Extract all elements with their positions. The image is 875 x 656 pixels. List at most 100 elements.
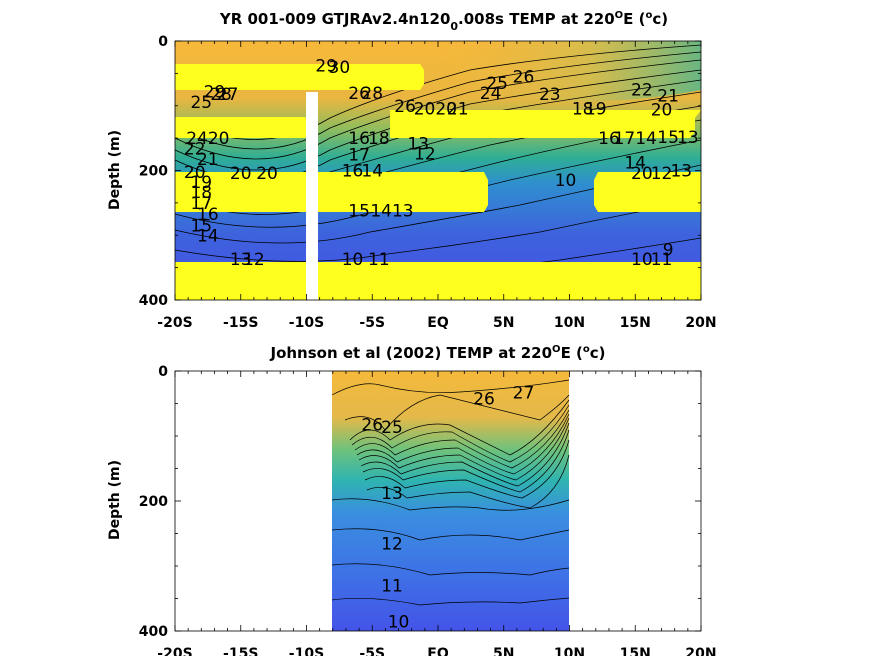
contour-label: 21: [657, 86, 679, 106]
contour-label: 13: [230, 250, 252, 270]
x-tick-label: 20N: [685, 646, 716, 656]
contour-label: 14: [361, 162, 383, 182]
x-tick-label: -15S: [223, 315, 258, 331]
contour-label: 10: [555, 171, 577, 191]
y-tick-label: 400: [139, 624, 168, 640]
contour-label: 14: [624, 154, 646, 174]
plot1-ylabel: Depth (m): [107, 130, 123, 210]
contour-label: 22: [631, 81, 653, 101]
contour-label: 13: [381, 484, 403, 504]
x-tick-label: -10S: [289, 646, 324, 656]
contour-label: 9: [663, 240, 674, 260]
contour-label: 15: [657, 128, 679, 148]
contour-label: 10: [388, 612, 410, 632]
contour-label: 18: [190, 183, 212, 203]
contour-label: 19: [585, 99, 607, 119]
contour-label: 13: [670, 162, 692, 182]
contour-label: 20: [631, 164, 653, 184]
contour-label: 26: [473, 389, 495, 409]
contour-label: 20: [651, 101, 673, 121]
x-tick-label: -20S: [157, 315, 192, 331]
contour-label: 19: [190, 173, 212, 193]
plot1-title: YR 001-009 GTJRAv2.4n1200.008s TEMP at 2…: [219, 10, 668, 33]
contour-label: 25: [486, 74, 508, 94]
x-tick-label: 20N: [685, 315, 716, 331]
contour-label: 1413: [370, 202, 413, 222]
x-tick-label: -15S: [223, 646, 258, 656]
x-tick-label: EQ: [427, 315, 449, 331]
contour-label: 2420: [186, 129, 229, 149]
x-tick-label: 15N: [620, 315, 651, 331]
contour-label: 12: [381, 534, 403, 554]
contour-label: 21: [447, 99, 469, 119]
contour-label: 24: [480, 84, 502, 104]
contour-label: 29: [315, 57, 337, 77]
contour-label: 16: [598, 129, 620, 149]
x-tick-label: EQ: [427, 646, 449, 656]
plot1-mask-bands: [175, 64, 701, 300]
contour-label: 12: [651, 164, 673, 184]
contour-label: 20: [230, 164, 252, 184]
plot2-field: [332, 371, 569, 631]
plot1-warm-tongue: [420, 41, 701, 102]
x-tick-label: 10N: [554, 315, 585, 331]
contour-label: 12: [414, 145, 436, 165]
contour-label: 26: [348, 84, 370, 104]
contour-label: 15: [190, 217, 212, 237]
plot2-ylabel: Depth (m): [107, 460, 123, 540]
contour-label: 13: [677, 128, 699, 148]
contour-label: 2020: [414, 99, 457, 119]
contour-label: 16: [197, 205, 219, 225]
contour-label: 17: [348, 145, 370, 165]
x-tick-label: -10S: [289, 315, 324, 331]
plot2-ticks: -20S -15S -10S -5S EQ 5N 10N 15N 20N 0 200 400: [139, 364, 717, 656]
contour-label: 14: [197, 226, 219, 246]
x-tick-label: -5S: [359, 315, 385, 331]
contour-label: 20: [256, 164, 278, 184]
contour-label: 15: [348, 202, 370, 222]
contour-label: 29: [204, 83, 226, 103]
contour-label: 25: [381, 418, 403, 438]
contour-label: 30: [329, 58, 351, 78]
contour-label: 28: [361, 84, 383, 104]
contour-label: 10: [342, 250, 364, 270]
contour-label: 10: [631, 250, 653, 270]
contour-label: 17: [190, 194, 212, 214]
contour-label: 16: [342, 162, 364, 182]
contour-label: 21: [197, 150, 219, 170]
contour-label: 27: [217, 85, 239, 105]
contour-label: 26: [394, 97, 416, 117]
y-tick-label: 200: [139, 164, 168, 180]
x-tick-label: 10N: [554, 646, 585, 656]
y-tick-label: 0: [158, 34, 168, 50]
x-tick-label: 5N: [493, 315, 514, 331]
contour-label: 11: [651, 250, 673, 270]
contour-label: 25: [190, 93, 212, 113]
contour-label: 1714: [614, 129, 657, 149]
contour-label: 11: [381, 577, 403, 597]
contour-label: 27: [513, 383, 535, 403]
contour-label: 12: [243, 250, 265, 270]
x-tick-label: -20S: [157, 646, 192, 656]
plot2-contours: [331, 379, 570, 606]
y-tick-label: 200: [139, 494, 168, 510]
y-tick-label: 400: [139, 293, 168, 309]
contour-label: 22: [184, 139, 206, 159]
contour-label: 26: [513, 68, 535, 88]
x-tick-label: 15N: [620, 646, 651, 656]
x-tick-label: -5S: [359, 646, 385, 656]
contour-label: 18: [368, 129, 390, 149]
contour-label: 28: [210, 85, 232, 105]
y-tick-label: 0: [158, 364, 168, 380]
plot1-gap: [306, 92, 318, 300]
x-tick-label: 5N: [493, 646, 514, 656]
contour-label: 20: [184, 163, 206, 183]
contour-label: 16: [348, 129, 370, 149]
contour-label: 11: [368, 250, 390, 270]
contour-label: 26: [361, 415, 383, 435]
